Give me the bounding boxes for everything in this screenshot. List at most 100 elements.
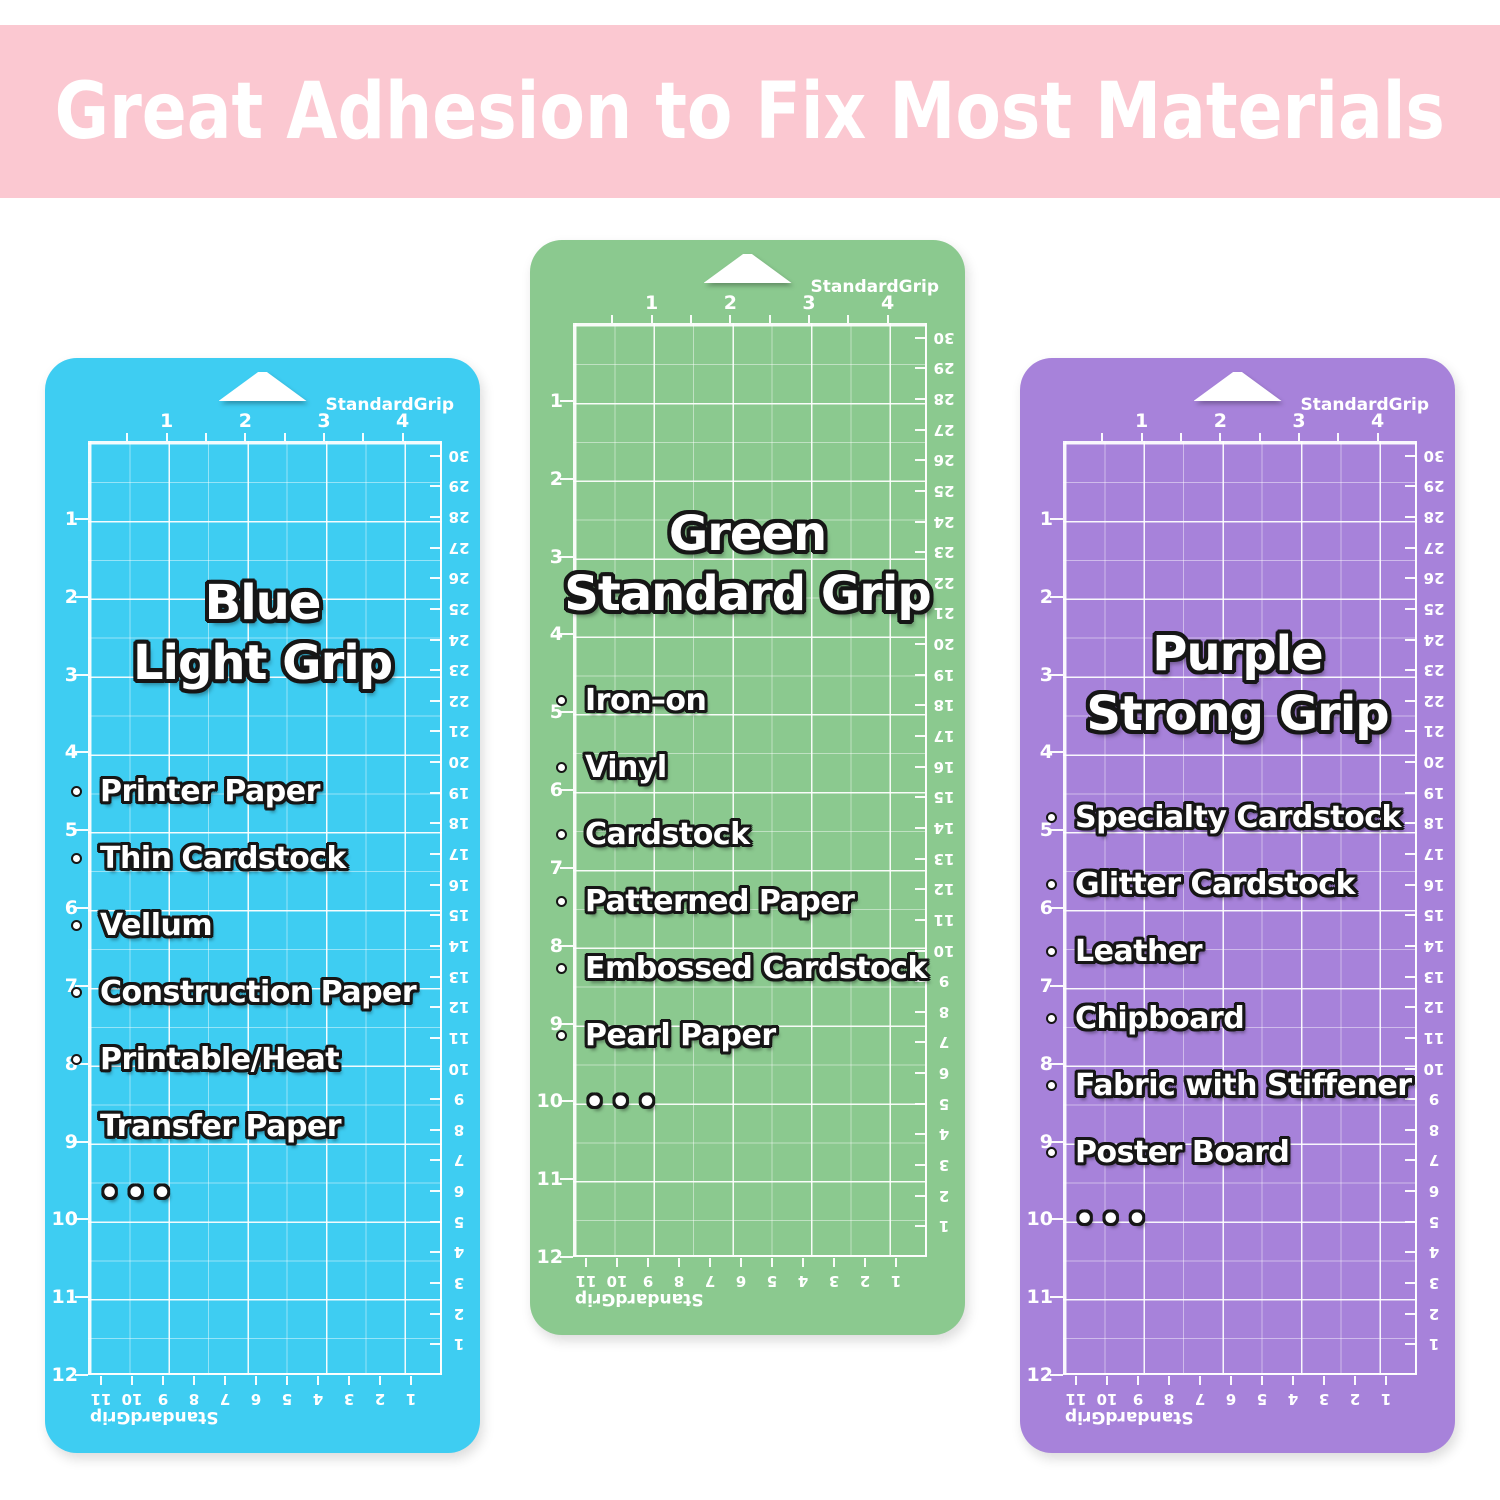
ruler-tick [1050,517,1063,520]
hanger-notch-icon [703,254,792,283]
grid-area [1063,441,1417,1375]
material-label: ••• [585,1085,664,1120]
ruler-label-right-cm: 27 [448,538,470,557]
banner: Great Adhesion to Fix Most Materials [0,25,1500,198]
ruler-tick [410,1376,413,1385]
ruler-label-right-cm: 29 [933,359,955,378]
triangle-shape [1193,372,1282,401]
material-item: Printable/Heat [45,1026,480,1093]
ruler-tick [1337,433,1340,441]
ruler-tick [1385,1376,1388,1385]
bullet-dot-icon [71,1053,82,1065]
brand-label-rotated: StandardGrip [90,1407,219,1427]
bullet-dot-icon [1046,1079,1057,1091]
grid-area [88,441,442,1375]
ruler-tick [1050,1296,1063,1299]
ruler-label-right-cm: 28 [1423,507,1445,526]
material-item: Transfer Paper [45,1093,480,1160]
material-label: Patterned Paper [585,884,855,919]
bullet-dot-icon [71,852,82,864]
ruler-tick [650,315,653,323]
ruler-tick [193,1376,196,1385]
material-label: Leather [1075,934,1203,969]
ruler-label-right-cm: 30 [933,328,955,347]
ruler-label-bottom-cm: 5 [281,1390,293,1408]
ruler-tick [560,477,573,480]
material-item: ••• [1020,1186,1455,1253]
ruler-tick [864,1258,867,1267]
ruler-tick [379,1376,382,1385]
brand-label-top: StandardGrip [810,277,939,297]
ruler-tick [616,1258,619,1267]
ruler-tick [131,1376,134,1385]
banner-title: Great Adhesion to Fix Most Materials [54,66,1446,157]
ruler-tick [768,315,771,323]
ruler-tick [1323,1376,1326,1385]
ruler-label-bottom-cm: 3 [828,1272,840,1290]
bullet-dot-icon [71,919,82,931]
ruler-tick [1292,1376,1295,1385]
material-item: Fabric with Stiffener [1020,1052,1455,1119]
material-item: ••• [530,1069,965,1136]
bullet-dot-icon [1046,1012,1057,1024]
material-label: Poster Board [1075,1135,1290,1170]
material-label: ••• [1075,1202,1154,1237]
ruler-label-bottom-cm: 3 [1318,1390,1330,1408]
ruler-label-top-inch: 2 [238,410,252,432]
bullet-dot-icon [1046,811,1057,823]
ruler-tick [317,1376,320,1385]
ruler-tick [1050,595,1063,598]
ruler-label-right-cm: 29 [1423,477,1445,496]
ruler-label-right-cm: 3 [1428,1274,1440,1293]
material-label: Pearl Paper [585,1018,776,1053]
ruler-label-right-cm: 29 [448,477,470,496]
ruler-tick [740,1258,743,1267]
ruler-tick [1261,1376,1264,1385]
mat-title: Purple Strong Grip [1020,624,1455,744]
ruler-tick [75,517,88,520]
ruler-tick [1075,1376,1078,1385]
material-item: Embossed Cardstock [530,935,965,1002]
ruler-tick [323,433,325,441]
ruler-label-right-cm: 3 [453,1274,465,1293]
mat-title-line: Strong Grip [1086,686,1389,742]
material-item: Chipboard [1020,985,1455,1052]
ruler-tick [678,1258,681,1267]
ruler-label-top-inch: 1 [160,410,174,432]
ruler-label-right-cm: 20 [1423,753,1445,772]
bullet-dot-icon [556,828,567,840]
material-item: Vinyl [530,734,965,801]
ruler-label-right-cm: 1 [453,1335,465,1354]
ruler-label-left-inch: 2 [1039,585,1053,608]
ruler-label-bottom-cm: 1 [890,1272,902,1290]
ruler-label-bottom-cm: 4 [312,1390,324,1408]
material-item: Specialty Cardstock [1020,784,1455,851]
material-label: Transfer Paper [100,1109,342,1144]
ruler-tick [833,1258,836,1267]
ruler-label-bottom-cm: 5 [766,1272,778,1290]
ruler-tick [847,315,850,323]
ruler-tick [1354,1376,1357,1385]
ruler-label-bottom-cm: 1 [405,1390,417,1408]
ruler-label-left-inch: 12 [51,1364,78,1386]
ruler-label-right-cm: 4 [453,1243,465,1262]
ruler-label-bottom-cm: 1 [1380,1390,1392,1408]
ruler-tick [647,1258,650,1267]
mat-title-line: Green [668,506,827,562]
materials-list: Printer Paper Thin Cardstock Vellum Constru… [45,758,480,1227]
ruler-label-right-cm: 2 [453,1304,465,1323]
ruler-tick [1230,1376,1233,1385]
ruler-tick [1298,433,1300,441]
ruler-tick [286,1376,289,1385]
ruler-label-bottom-cm: 5 [1256,1390,1268,1408]
ruler-tick [162,1376,165,1385]
ruler-tick [560,399,573,402]
ruler-tick [126,433,129,441]
material-label: Iron–on [585,683,707,718]
ruler-tick [1376,433,1379,441]
materials-list: Specialty Cardstock Glitter Cardstock Leat… [1020,784,1455,1253]
material-label: Chipboard [1075,1001,1245,1036]
ruler-label-top-inch: 2 [723,292,737,314]
ruler-label-right-cm: 25 [933,481,955,500]
material-label: Vinyl [585,750,667,785]
